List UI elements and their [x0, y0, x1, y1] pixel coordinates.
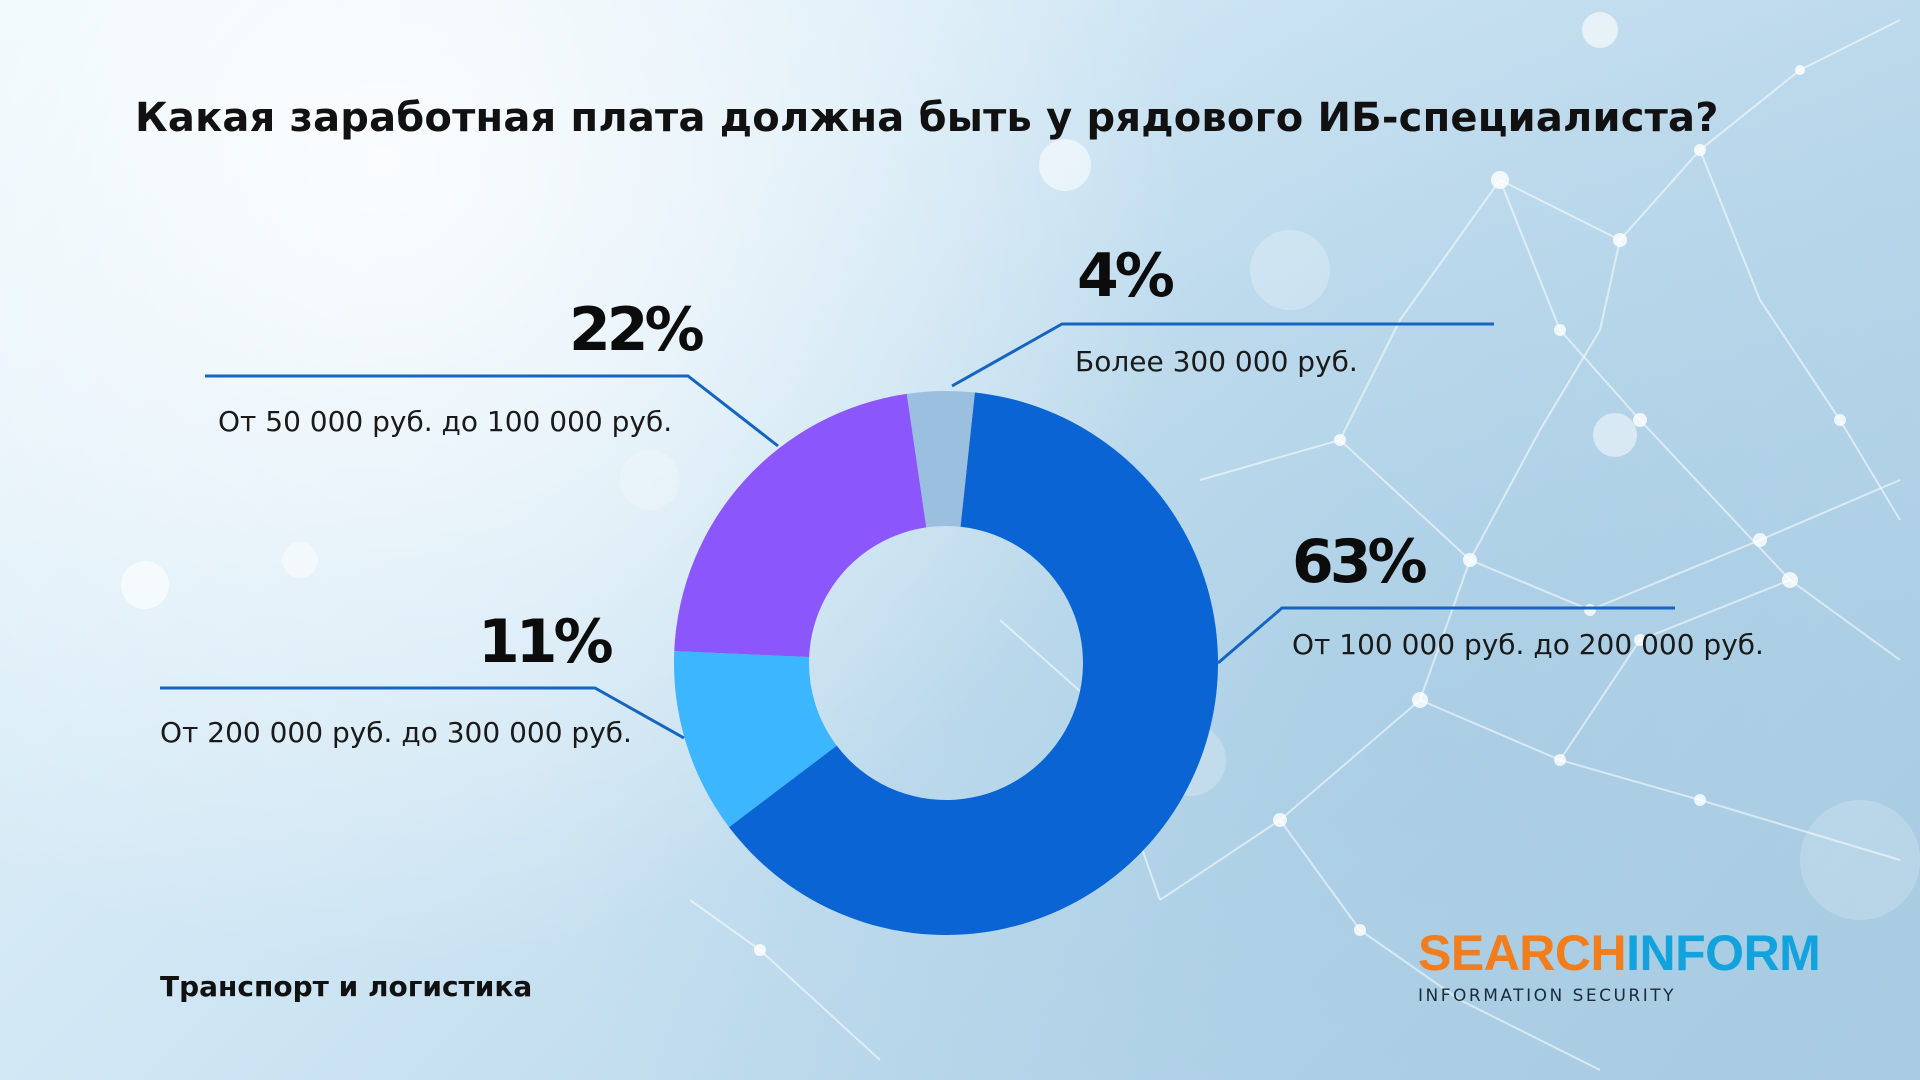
category-label-50-100: От 50 000 руб. до 100 000 руб.: [218, 405, 672, 438]
leader-lines: [160, 322, 1675, 740]
category-label-300-plus: Более 300 000 руб.: [1075, 345, 1358, 378]
logo-subtitle: INFORMATION SECURITY: [1418, 986, 1677, 1006]
category-label-200-300: От 200 000 руб. до 300 000 руб.: [160, 716, 632, 749]
leader-line-100-200: [1217, 606, 1675, 665]
category-label-100-200: От 100 000 руб. до 200 000 руб.: [1292, 628, 1764, 661]
slice-100-200: [729, 392, 1218, 936]
data-label-100-200: 63%: [1292, 527, 1426, 597]
data-label-300-plus: 4%: [1077, 241, 1174, 311]
logo-text-orange: SEARCH: [1418, 925, 1627, 981]
searchinform-logo: SEARCHINFORM INFORMATION SECURITY: [1418, 928, 1838, 1008]
leader-line-200-300: [160, 686, 685, 740]
data-label-50-100: 22%: [569, 295, 703, 365]
leader-line-50-100: [205, 374, 779, 448]
chart-title: Какая заработная плата должна быть у ряд…: [135, 95, 1719, 141]
donut-slices: [674, 391, 1218, 936]
logo-text-blue: INFORM: [1626, 925, 1821, 981]
leader-line-300-plus: [951, 322, 1494, 388]
slice-300-plus: [906, 391, 975, 528]
footer-industry-label: Транспорт и логистика: [160, 970, 533, 1003]
data-label-200-300: 11%: [478, 607, 612, 677]
slice-50-100: [674, 393, 927, 658]
slice-200-300: [674, 651, 837, 828]
